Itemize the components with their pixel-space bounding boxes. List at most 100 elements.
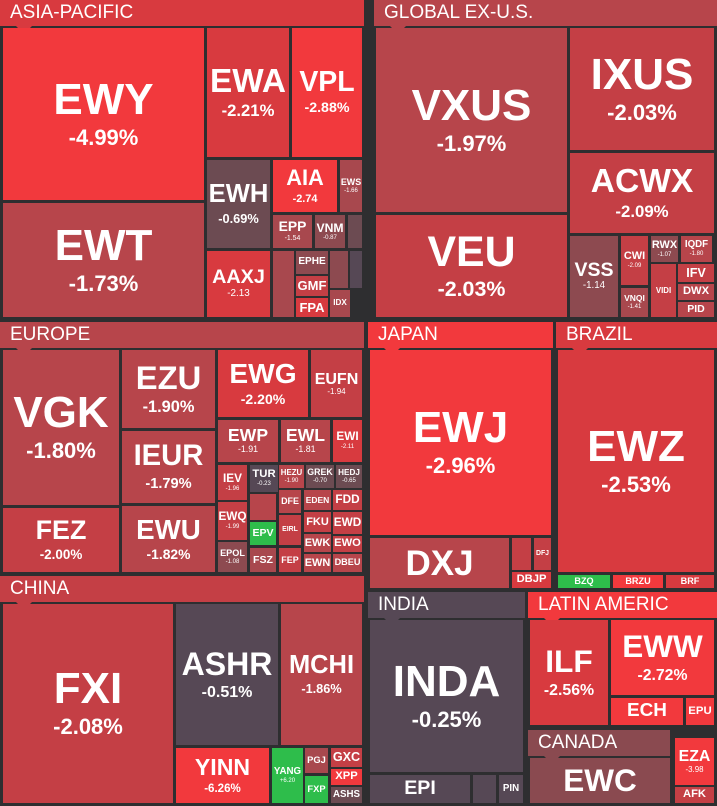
- change: -2.09%: [615, 201, 669, 221]
- ticker: VNM: [316, 220, 344, 235]
- ticker: GREK: [307, 467, 333, 478]
- ticker: VNQI: [624, 293, 645, 304]
- tile: EWL -1.81: [281, 420, 330, 462]
- change: -1.79%: [145, 475, 192, 492]
- change: -1.54: [284, 235, 301, 243]
- change: -1.99: [225, 524, 240, 531]
- change: -2.09: [627, 263, 642, 270]
- tile: IQDF -1.80: [681, 236, 712, 262]
- ticker: EWT: [54, 220, 153, 270]
- ticker: DFE: [281, 496, 299, 507]
- ticker: GXC: [332, 750, 361, 765]
- ticker: DXJ: [405, 543, 474, 583]
- tile: AAXJ -2.13: [207, 251, 270, 317]
- ticker: EWK: [304, 536, 331, 549]
- ticker: EPHE: [298, 256, 326, 268]
- ticker: ACWX: [590, 162, 694, 200]
- change: -2.53%: [601, 471, 671, 497]
- tile: VIDI: [651, 264, 676, 317]
- change: -4.99%: [68, 124, 139, 150]
- ticker: PIN: [502, 783, 520, 795]
- change: -1.07: [657, 251, 672, 258]
- ticker: EWG: [229, 357, 297, 389]
- section-header: ASIA-PACIFIC: [0, 0, 364, 26]
- section-header: EUROPE: [0, 322, 364, 348]
- change: -2.88%: [304, 99, 350, 116]
- tile: DFJ: [534, 538, 551, 570]
- tile: YANG +6.20: [272, 748, 303, 803]
- ticker: EWU: [136, 513, 201, 545]
- tile: INDA -0.25%: [370, 620, 523, 772]
- ticker: VPL: [299, 66, 355, 99]
- tile: EWG -2.20%: [218, 350, 308, 417]
- ticker: EPP: [278, 218, 307, 235]
- tile: CWI -2.09: [621, 236, 648, 285]
- change: -1.90: [284, 477, 299, 484]
- ticker: FSZ: [253, 553, 273, 566]
- tile: FEZ -2.00%: [3, 508, 119, 572]
- tile-blank: [348, 215, 362, 248]
- ticker: DBEU: [334, 557, 361, 568]
- ticker: INDA: [392, 656, 501, 706]
- tile: VNM -0.87: [315, 215, 345, 248]
- tile: FDD: [333, 490, 362, 510]
- change: -1.94: [327, 386, 346, 396]
- change: -2.74: [292, 192, 318, 205]
- tile: EPHE: [296, 251, 328, 274]
- tile: EDEN: [304, 490, 331, 510]
- ticker: VEU: [427, 227, 516, 276]
- tile: EUFN -1.94: [311, 350, 362, 417]
- tile: BRF: [666, 575, 714, 588]
- tile: TUR -0.23: [250, 465, 278, 492]
- change: -0.70: [313, 478, 327, 485]
- ticker: EWZ: [587, 421, 685, 471]
- ticker: EUFN: [314, 369, 359, 388]
- change: -6.26%: [204, 782, 241, 795]
- ticker: IEV: [223, 471, 242, 485]
- ticker: BRZU: [625, 575, 651, 586]
- ticker: EWL: [285, 424, 326, 445]
- tile: EWH -0.69%: [207, 160, 270, 248]
- ticker: AAXJ: [212, 266, 265, 289]
- ticker: EWW: [622, 628, 703, 665]
- tile: PID: [678, 302, 714, 317]
- change: -0.65: [342, 477, 356, 484]
- section-header: LATIN AMERIC: [528, 592, 717, 618]
- tile: EWY -4.99%: [3, 28, 204, 200]
- tile: GREK -0.70: [306, 465, 334, 488]
- tile: PIN: [499, 775, 523, 803]
- change: -1.86%: [301, 681, 342, 697]
- ticker: FDD: [335, 493, 360, 507]
- change: -3.98: [685, 764, 704, 774]
- ticker: EPI: [404, 777, 436, 800]
- tile: MCHI -1.86%: [281, 604, 362, 745]
- ticker: DFJ: [535, 549, 550, 557]
- tile: EWK: [304, 534, 331, 552]
- change: -0.69%: [218, 210, 259, 226]
- ticker: FEZ: [35, 515, 87, 546]
- tile: VNQI -1.41: [621, 288, 648, 317]
- ticker: VSS: [574, 258, 614, 281]
- ticker: EWJ: [412, 403, 509, 453]
- ticker: ILF: [545, 642, 593, 679]
- change: -1.90%: [142, 398, 195, 417]
- change: -2.11: [340, 444, 355, 451]
- ticker: HEDJ: [338, 467, 360, 477]
- ticker: FPA: [299, 299, 325, 315]
- tile: EPOL -1.08: [218, 542, 247, 572]
- ticker: EWI: [336, 430, 359, 444]
- ticker: YINN: [194, 753, 251, 780]
- tile: FPA: [296, 298, 328, 317]
- tile: EWZ -2.53%: [558, 350, 714, 572]
- tile: EWA -2.21%: [207, 28, 289, 157]
- ticker: IXUS: [590, 49, 694, 99]
- tile: AFK: [675, 787, 714, 803]
- ticker: EPU: [688, 704, 712, 717]
- change: -0.23: [257, 481, 271, 488]
- ticker: XPP: [335, 770, 358, 783]
- tile: VEU -2.03%: [376, 215, 567, 317]
- change: -2.03%: [437, 276, 506, 301]
- ticker: IQDF: [684, 239, 709, 251]
- ticker: PGJ: [307, 754, 326, 765]
